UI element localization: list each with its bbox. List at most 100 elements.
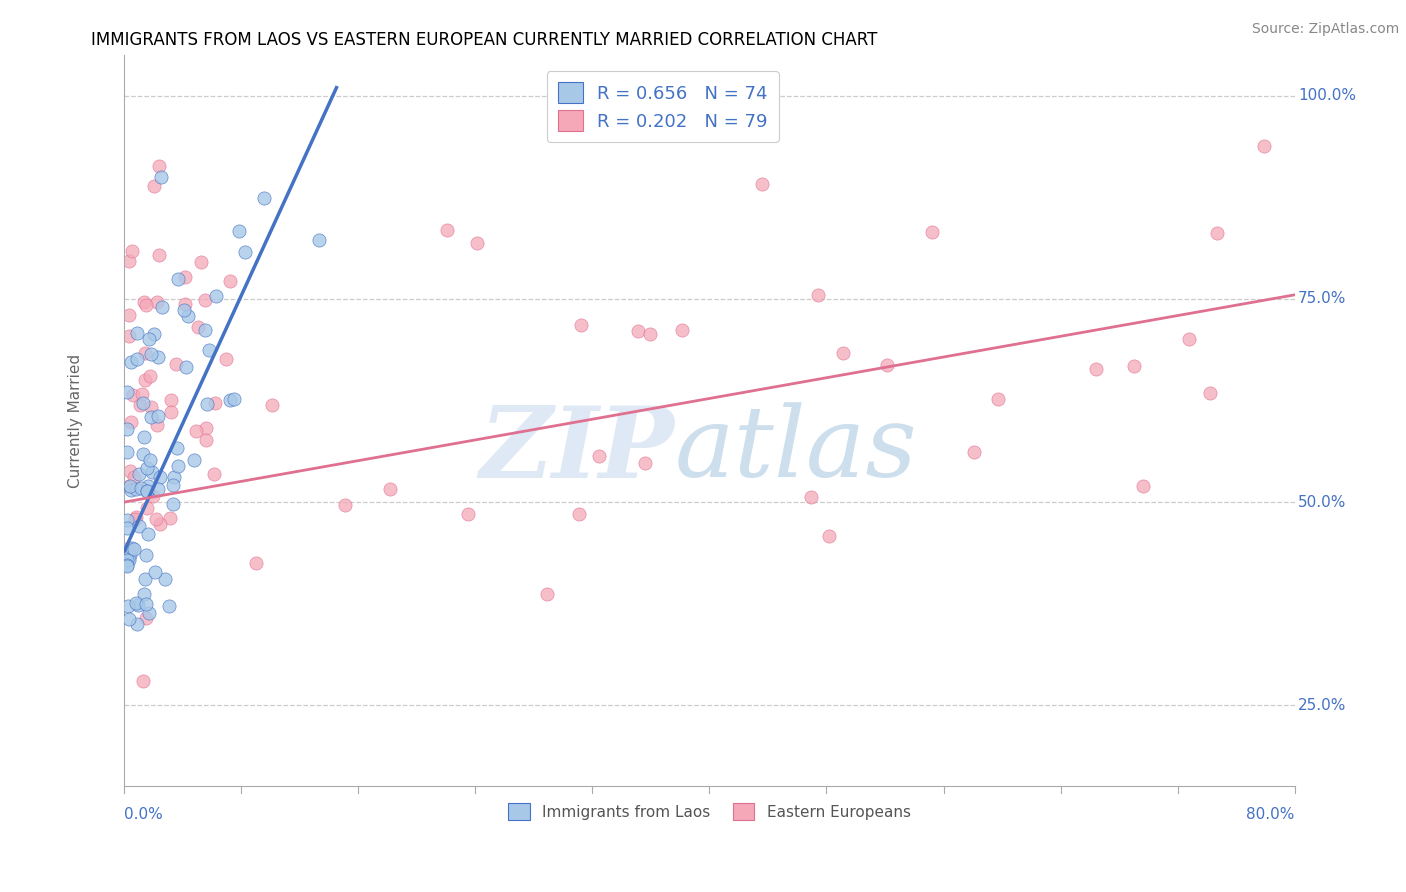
Point <box>187 320 209 334</box>
Point <box>117 385 139 400</box>
Point <box>117 445 139 459</box>
Point <box>134 572 156 586</box>
Point <box>195 421 218 435</box>
Point <box>129 398 152 412</box>
Point <box>143 179 166 194</box>
Point <box>198 343 221 357</box>
Point <box>245 556 267 570</box>
Text: atlas: atlas <box>675 402 917 498</box>
Point <box>149 470 172 484</box>
Point <box>146 417 169 432</box>
Point <box>627 324 650 338</box>
Point <box>132 295 155 310</box>
Point <box>638 327 661 342</box>
Point <box>145 512 167 526</box>
Point <box>214 351 236 366</box>
Point <box>173 303 195 318</box>
Point <box>125 596 148 610</box>
Point <box>122 470 145 484</box>
Point <box>132 447 155 461</box>
Point <box>118 479 141 493</box>
Point <box>131 481 153 495</box>
Point <box>118 541 141 556</box>
Point <box>1123 359 1146 373</box>
Point <box>118 329 141 343</box>
Point <box>120 483 142 498</box>
Point <box>141 465 163 479</box>
Point <box>148 409 170 423</box>
Point <box>568 508 591 522</box>
Point <box>228 224 250 238</box>
Point <box>117 599 139 613</box>
Point <box>173 296 195 310</box>
Point <box>1085 362 1108 376</box>
Point <box>148 159 170 173</box>
Point <box>138 332 160 346</box>
Text: Source: ZipAtlas.com: Source: ZipAtlas.com <box>1251 22 1399 37</box>
Point <box>141 409 163 424</box>
Point <box>233 244 256 259</box>
Point <box>1132 479 1154 493</box>
Point <box>159 405 181 419</box>
Point <box>136 484 159 499</box>
Point <box>135 298 157 312</box>
Point <box>136 479 159 493</box>
Point <box>1178 332 1201 346</box>
Point <box>184 425 207 439</box>
Point <box>134 345 156 359</box>
Point <box>135 611 157 625</box>
Point <box>733 113 755 128</box>
Point <box>166 459 188 474</box>
Point <box>128 519 150 533</box>
Point <box>465 236 488 251</box>
Text: Currently Married: Currently Married <box>69 354 83 488</box>
Point <box>145 295 167 310</box>
Point <box>153 572 176 586</box>
Point <box>117 559 139 574</box>
Point <box>125 326 148 340</box>
Point <box>202 467 225 481</box>
Text: IMMIGRANTS FROM LAOS VS EASTERN EUROPEAN CURRENTLY MARRIED CORRELATION CHART: IMMIGRANTS FROM LAOS VS EASTERN EUROPEAN… <box>91 31 877 49</box>
Legend: Immigrants from Laos, Eastern Europeans: Immigrants from Laos, Eastern Europeans <box>502 797 917 826</box>
Text: 0.0%: 0.0% <box>124 806 163 822</box>
Point <box>139 453 162 467</box>
Point <box>832 346 855 360</box>
Point <box>260 398 283 412</box>
Point <box>166 272 188 286</box>
Text: 50.0%: 50.0% <box>1298 494 1347 509</box>
Point <box>122 388 145 402</box>
Point <box>118 479 141 493</box>
Point <box>1198 386 1220 401</box>
Point <box>799 490 821 504</box>
Point <box>219 274 242 288</box>
Point <box>1205 226 1227 240</box>
Point <box>194 323 217 337</box>
Point <box>134 587 156 601</box>
Point <box>165 357 187 371</box>
Point <box>139 400 162 414</box>
Point <box>135 597 157 611</box>
Point <box>963 444 986 458</box>
Point <box>253 191 276 205</box>
Point <box>121 244 143 258</box>
Point <box>117 513 139 527</box>
Point <box>128 467 150 481</box>
Point <box>162 478 184 492</box>
Point <box>118 464 141 478</box>
Point <box>436 223 458 237</box>
Point <box>876 358 898 372</box>
Point <box>136 526 159 541</box>
Point <box>125 509 148 524</box>
Point <box>457 507 479 521</box>
Point <box>194 433 217 447</box>
Point <box>817 529 839 543</box>
Point <box>157 599 180 614</box>
Point <box>987 392 1010 406</box>
Point <box>124 483 146 497</box>
Point <box>569 318 592 332</box>
Point <box>127 352 149 367</box>
Point <box>205 289 228 303</box>
Point <box>219 393 242 408</box>
Point <box>176 359 198 374</box>
Point <box>177 309 200 323</box>
